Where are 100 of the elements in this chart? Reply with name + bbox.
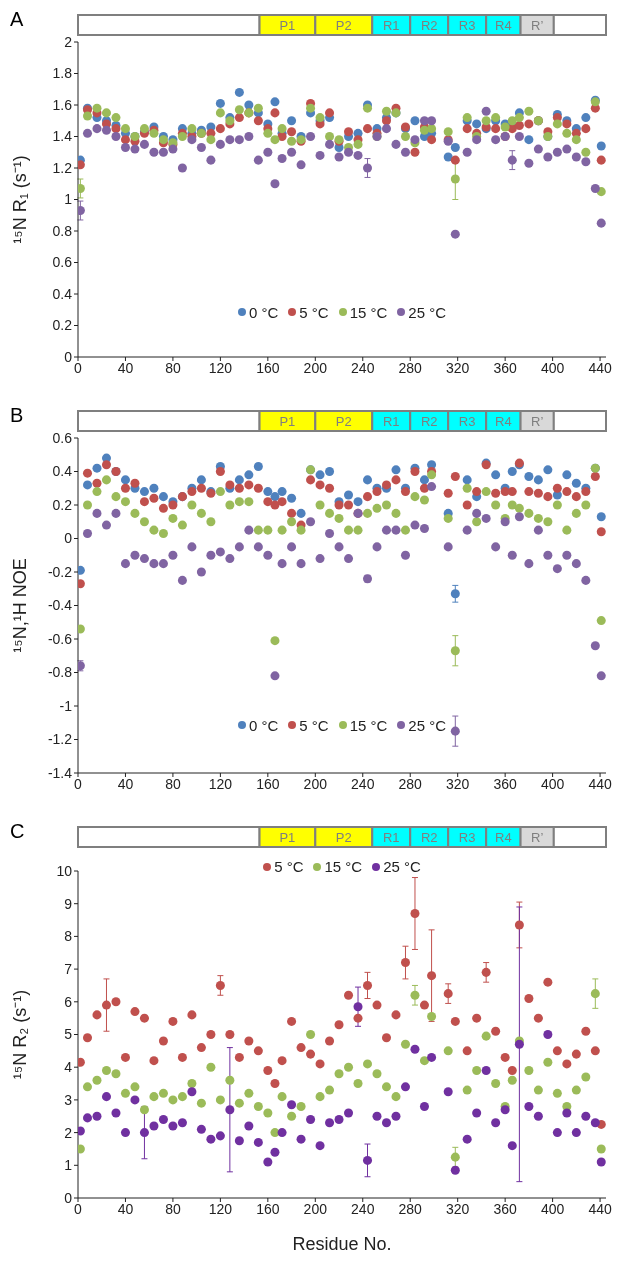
x-tick-label: 440 — [588, 359, 612, 376]
text: R1 — [382, 18, 400, 33]
x-tick-label: 200 — [303, 1200, 328, 1217]
y-tick-label: 6 — [64, 993, 73, 1010]
text: R3 — [458, 830, 476, 845]
y-tick-label: -1.2 — [47, 731, 73, 748]
text: R4 — [495, 830, 512, 845]
x-tick-label: 400 — [540, 1200, 565, 1217]
text: P1 — [279, 18, 296, 33]
x-tick-label: 360 — [493, 775, 518, 792]
text: R3 — [458, 18, 476, 33]
y-tick-label: 0.6 — [52, 254, 73, 271]
text: R’ — [531, 18, 544, 33]
x-tick-label: 440 — [588, 775, 612, 792]
x-tick-label: 320 — [446, 359, 470, 376]
text: P1 — [279, 414, 296, 429]
legend-label: 0 °C — [247, 303, 279, 321]
y-axis-title: ¹⁵N R₁ (s⁻¹) — [10, 155, 31, 244]
y-tick-label: 4 — [64, 1059, 73, 1076]
y-axis-title: ¹⁵N,¹H NOE — [10, 558, 31, 653]
text: R2 — [420, 414, 438, 429]
x-tick-label: 360 — [493, 359, 518, 376]
y-tick-label: 0.4 — [52, 285, 73, 302]
x-tick-label: 400 — [540, 359, 565, 376]
y-tick-label: 5 — [64, 1026, 73, 1043]
x-tick-label: 200 — [303, 359, 328, 376]
legend-label: 5 °C — [273, 858, 304, 875]
y-tick-label: 1 — [64, 191, 73, 208]
legend-label: 15 °C — [323, 858, 363, 875]
chart-title: A — [10, 8, 24, 31]
y-tick-label: 0.6 — [52, 429, 73, 446]
chart-title: C — [10, 820, 25, 843]
legend-label: 25 °C — [407, 716, 447, 734]
x-tick-label: 120 — [208, 775, 233, 792]
text: R2 — [420, 18, 438, 33]
y-tick-label: 9 — [64, 895, 73, 912]
y-tick-label: 3 — [64, 1091, 73, 1108]
y-tick-label: -0.8 — [47, 664, 73, 681]
y-tick-label: -0.6 — [47, 630, 73, 647]
y-tick-label: 1.8 — [52, 65, 73, 82]
y-tick-label: 2 — [64, 33, 73, 50]
y-tick-label: 0 — [64, 530, 73, 547]
y-tick-label: 0.2 — [52, 317, 73, 334]
legend-label: 15 °C — [348, 303, 388, 321]
chart-title: B — [10, 404, 24, 427]
y-tick-label: 1.2 — [52, 159, 73, 176]
text: R’ — [531, 414, 544, 429]
y-tick-label: -1 — [59, 697, 73, 714]
x-tick-label: 40 — [117, 775, 134, 792]
x-tick-label: 40 — [117, 1200, 134, 1217]
x-tick-label: 440 — [588, 1200, 612, 1217]
x-tick-label: 240 — [351, 359, 375, 376]
x-axis-title: Residue No. — [292, 1234, 392, 1254]
text: R’ — [531, 830, 544, 845]
text: R4 — [495, 414, 512, 429]
text: P2 — [335, 830, 352, 845]
y-tick-label: 0.2 — [52, 496, 73, 513]
text: R3 — [458, 414, 476, 429]
legend-label: 25 °C — [382, 858, 421, 875]
x-tick-label: 120 — [208, 359, 233, 376]
x-tick-label: 120 — [208, 1200, 233, 1217]
x-tick-label: 40 — [117, 359, 134, 376]
x-tick-label: 200 — [303, 775, 328, 792]
x-tick-label: 320 — [446, 775, 470, 792]
y-tick-label: 10 — [56, 862, 73, 879]
text: P2 — [335, 18, 352, 33]
x-tick-label: 320 — [446, 1200, 470, 1217]
text: R2 — [420, 830, 438, 845]
x-tick-label: 80 — [165, 1200, 181, 1217]
y-tick-label: 1.6 — [52, 96, 73, 113]
x-tick-label: 160 — [256, 1200, 280, 1217]
text: P1 — [279, 830, 296, 845]
text: P2 — [335, 414, 352, 429]
y-tick-label: -0.4 — [47, 597, 73, 614]
y-tick-label: 8 — [64, 928, 73, 945]
x-tick-label: 280 — [398, 1200, 423, 1217]
x-tick-label: 240 — [351, 775, 375, 792]
text: R1 — [382, 414, 400, 429]
x-tick-label: 160 — [256, 359, 280, 376]
x-tick-label: 400 — [540, 775, 565, 792]
legend-label: 0 °C — [247, 716, 279, 734]
y-tick-label: 0.4 — [52, 463, 73, 480]
y-axis-title: ¹⁵N R₂ (s⁻¹) — [10, 989, 31, 1080]
y-tick-label: 2 — [64, 1124, 73, 1141]
y-tick-label: 0.8 — [52, 222, 73, 239]
text: R1 — [382, 830, 400, 845]
x-tick-label: 240 — [351, 1200, 375, 1217]
x-tick-label: 360 — [493, 1200, 518, 1217]
y-tick-label: -1.4 — [47, 764, 73, 781]
y-tick-label: -0.2 — [47, 563, 73, 580]
y-tick-label: 0 — [64, 1189, 73, 1206]
x-tick-label: 80 — [165, 359, 181, 376]
legend-label: 25 °C — [407, 303, 447, 321]
x-tick-label: 280 — [398, 775, 423, 792]
legend-label: 5 °C — [298, 716, 329, 734]
y-tick-label: 1.4 — [52, 128, 73, 145]
y-tick-label: 1 — [64, 1157, 73, 1174]
text: R4 — [495, 18, 512, 33]
x-tick-label: 160 — [256, 775, 280, 792]
legend-label: 5 °C — [298, 303, 329, 321]
